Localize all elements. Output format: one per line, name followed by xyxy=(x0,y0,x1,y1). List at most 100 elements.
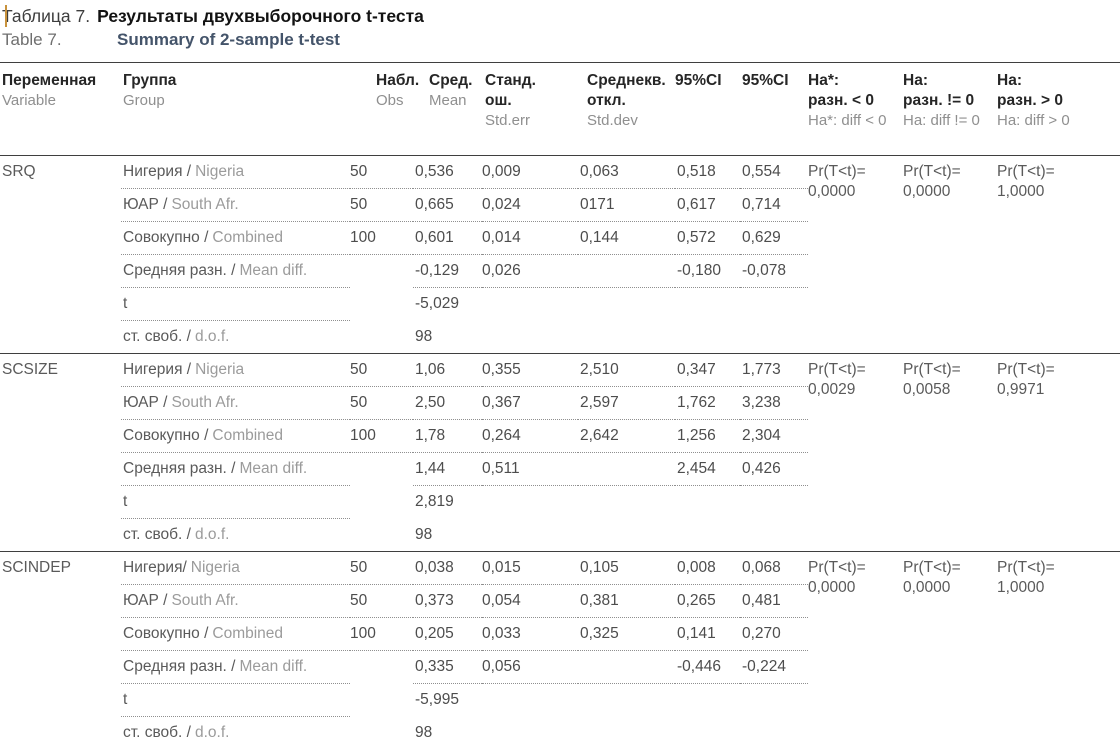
ha-pr-cell: Pr(T<t)= 1,0000 xyxy=(997,155,1120,354)
table-row: Совокупно / Combined 100 0,601 0,014 0,14… xyxy=(0,221,1120,255)
group-label-ru: t xyxy=(123,691,128,708)
col-header-en: Std.dev xyxy=(587,112,638,129)
stderr-cell: 0,056 xyxy=(482,650,578,684)
stddev-cell: 0,105 xyxy=(578,551,675,585)
group-label-ru: Нигерия / xyxy=(123,361,192,378)
group-label-ru: ЮАР / xyxy=(123,592,168,609)
ci-lower-cell: -0,446 xyxy=(675,650,740,684)
group-label-ru: Совокупно / xyxy=(123,229,209,246)
group-label-en: d.o.f. xyxy=(194,328,230,345)
obs-cell xyxy=(350,717,413,745)
group-cell: Средняя разн. / Mean diff. xyxy=(121,254,350,288)
group-cell: ЮАР / South Afr. xyxy=(121,386,350,420)
obs-cell: 50 xyxy=(350,551,413,585)
ha-pr-cell: Pr(T<t)= 0,0000 xyxy=(903,155,997,354)
caption-line-ru: Таблица 7. Результаты двухвыборочного t-т… xyxy=(2,4,1120,28)
ci-lower-cell xyxy=(675,717,740,745)
table-row: Средняя разн. / Mean diff. 1,44 0,511 2,4… xyxy=(0,452,1120,486)
col-header-en: Ha: diff != 0 xyxy=(903,112,980,129)
stderr-cell: 0,009 xyxy=(482,155,578,189)
left-margin-marker xyxy=(5,5,7,27)
mean-cell: 98 xyxy=(415,723,433,741)
group-label-en: Combined xyxy=(212,625,284,642)
pr-label: Pr(T<t)= xyxy=(903,163,961,180)
table-row: ст. своб. / d.o.f. 98 xyxy=(0,519,1120,552)
variable-block: SRQ Нигерия / Nigeria 50 0,536 0,009 0,06… xyxy=(0,155,1120,354)
col-header-group: Группа Group xyxy=(121,62,350,156)
group-cell: ЮАР / South Afr. xyxy=(121,188,350,222)
stddev-cell xyxy=(578,452,675,486)
ci-upper-cell: 0,426 xyxy=(740,452,808,486)
table-row: SCINDEP Нигерия/Nigeria 50 0,038 0,015 0… xyxy=(0,551,1120,745)
variable-cell: SCINDEP xyxy=(0,551,121,585)
col-header-ru: Набл. xyxy=(376,72,420,89)
mean-cell: 0,335 xyxy=(413,650,482,684)
ci-lower-cell xyxy=(675,288,740,321)
stderr-cell: 0,264 xyxy=(482,419,578,453)
col-header-ru: Ha: разн. != 0 xyxy=(903,72,975,109)
ci-lower-cell: 1,762 xyxy=(675,386,740,420)
obs-cell: 100 xyxy=(350,419,413,453)
col-header-ha-noteq: Ha: разн. != 0 Ha: diff != 0 xyxy=(903,62,997,156)
stderr-cell: 0,511 xyxy=(482,452,578,486)
variable-cell xyxy=(0,717,121,745)
mean-cell: -5,029 xyxy=(415,295,459,313)
ci-upper-cell: 0,068 xyxy=(740,551,808,585)
table-row: SRQ Нигерия / Nigeria 50 0,536 0,009 0,06… xyxy=(0,155,1120,354)
obs-cell xyxy=(350,651,413,684)
col-header-ci-upper: 95%CI xyxy=(740,62,808,156)
group-label-ru: Средняя разн. / xyxy=(123,262,236,279)
stddev-cell xyxy=(578,717,675,745)
pr-value: 0,0058 xyxy=(903,381,951,398)
stderr-cell xyxy=(482,486,578,519)
group-cell: ст. своб. / d.o.f. xyxy=(121,321,350,354)
ha-pr-cell: Pr(T<t)= 0,0000 xyxy=(808,551,903,745)
mean-cell: 0,601 xyxy=(413,221,482,255)
pr-value: 0,0029 xyxy=(808,381,856,398)
col-header-en: Ha*: diff < 0 xyxy=(808,112,887,129)
variable-cell xyxy=(0,255,121,288)
stddev-cell: 2,642 xyxy=(578,419,675,453)
pr-value: 0,0000 xyxy=(808,579,856,596)
variable-cell: SRQ xyxy=(0,155,121,189)
table-title-en: Summary of 2-sample t-test xyxy=(117,30,340,49)
stddev-cell xyxy=(578,650,675,684)
pr-value: 0,0000 xyxy=(903,579,951,596)
obs-cell xyxy=(350,288,413,321)
pr-label: Pr(T<t)= xyxy=(808,163,866,180)
stderr-cell: 0,024 xyxy=(482,188,578,222)
mean-cell: 0,038 xyxy=(413,551,482,585)
obs-cell: 50 xyxy=(350,188,413,222)
obs-cell: 50 xyxy=(350,353,413,387)
mean-cell: 0,665 xyxy=(413,188,482,222)
group-label-en: Combined xyxy=(212,229,284,246)
col-header-en: Variable xyxy=(2,92,56,109)
table-number-en: Table 7. xyxy=(2,30,62,49)
variable-cell xyxy=(0,222,121,255)
ha-pr-cell: Pr(T<t)= 0,9971 xyxy=(997,353,1120,552)
table-number-ru: Таблица 7. xyxy=(2,6,91,26)
ci-upper-cell xyxy=(740,717,808,745)
col-header-en: Mean xyxy=(429,92,467,109)
table-row: ст. своб. / d.o.f. 98 xyxy=(0,321,1120,354)
mean-cell: 0,536 xyxy=(413,155,482,189)
mean-cell: 1,78 xyxy=(413,419,482,453)
variable-cell xyxy=(0,321,121,354)
pr-value: 0,0000 xyxy=(808,183,856,200)
ci-upper-cell xyxy=(740,288,808,321)
stddev-cell: 2,510 xyxy=(578,353,675,387)
ci-upper-cell xyxy=(740,519,808,552)
mean-cell: 2,50 xyxy=(413,386,482,420)
group-label-en: d.o.f. xyxy=(194,526,230,543)
stddev-cell xyxy=(578,321,675,354)
stderr-cell xyxy=(482,717,578,745)
col-header-ru: Сред. xyxy=(429,72,473,89)
ci-upper-cell: 2,304 xyxy=(740,419,808,453)
caption-line-en: Table 7. Summary of 2-sample t-test xyxy=(2,28,1120,52)
variable-cell xyxy=(0,618,121,651)
mean-cell: 2,819 xyxy=(415,493,454,511)
col-header-ru: Ha*: разн. < 0 xyxy=(808,72,874,109)
col-header-stderr: Станд. ош. Std.err xyxy=(482,62,578,156)
group-label-en: South Afr. xyxy=(171,394,239,411)
obs-cell: 100 xyxy=(350,221,413,255)
